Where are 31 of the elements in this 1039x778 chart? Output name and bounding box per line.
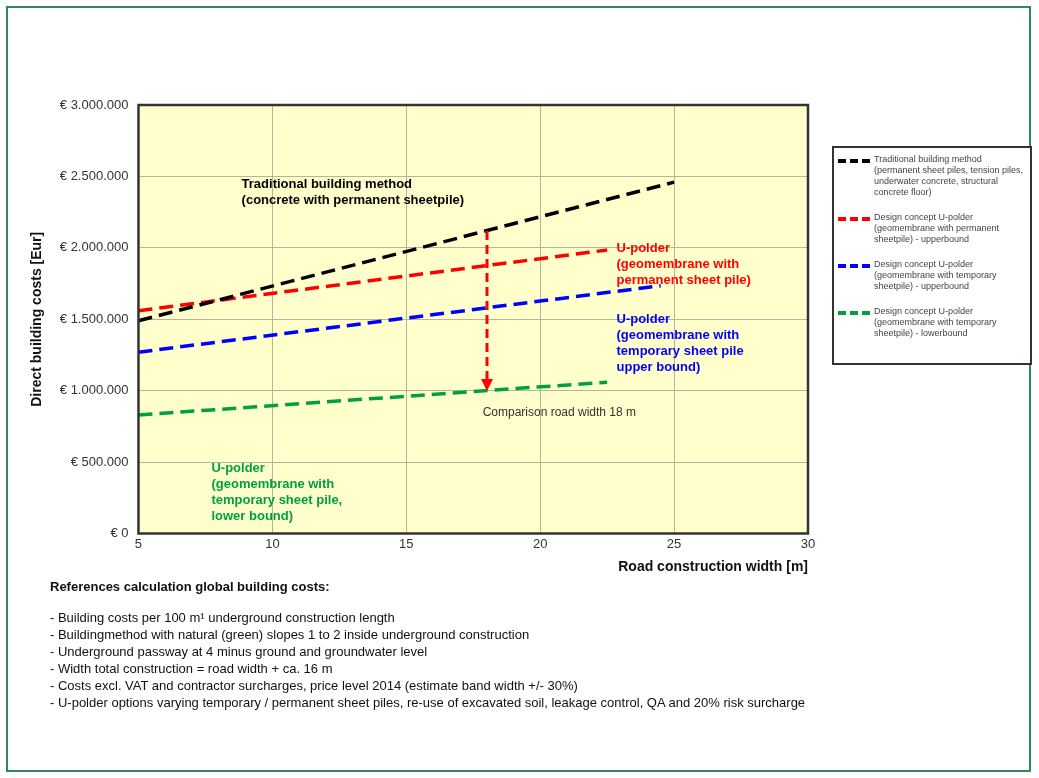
text: - Costs excl. VAT and contractor surcharges, price level 2014 (estimate band width +/- 30%) xyxy=(50,677,579,694)
x-tick-label: 20 xyxy=(532,535,548,551)
legend-label: Design concept U-polder (geomembrane with temporary sheetpile) - lowerbound xyxy=(874,306,998,339)
x-tick-label: 30 xyxy=(800,535,816,551)
x-tick-label: 10 xyxy=(265,535,280,551)
y-tick-label: € 1.000.000 xyxy=(59,382,129,398)
legend-label: Design concept U-polder (geomembrane with permanent sheetpile) - upperbound xyxy=(874,212,1001,245)
annotation: U-polder (geomembrane with temporary sheet pile, lower bound) xyxy=(211,460,343,524)
y-tick-label: € 1.500.000 xyxy=(59,310,129,326)
y-tick-label: € 2.500.000 xyxy=(59,168,129,184)
y-tick-label: € 2.000.000 xyxy=(59,239,129,255)
text: - Buildingmethod with natural (green) slopes 1 to 2 inside underground construction xyxy=(50,626,531,643)
x-tick-label: 25 xyxy=(666,535,682,551)
text: - U-polder options varying temporary / permanent sheet piles, re-use of excavated soil, leakage control, QA and 20% risk surcharge xyxy=(50,694,806,711)
text: - Underground passway at 4 minus ground and groundwater level xyxy=(50,643,429,660)
x-axis-title: Road construction width [m] xyxy=(618,558,808,575)
y-tick-label: € 3.000.000 xyxy=(59,96,129,112)
text: References calculation global building costs: xyxy=(50,578,331,595)
annotation: U-polder (geomembrane with temporary sheet pile upper bound) xyxy=(616,310,744,374)
legend-label: Design concept U-polder (geomembrane with temporary sheetpile) - upperbound xyxy=(874,259,998,292)
y-tick-label: € 500.000 xyxy=(70,453,129,469)
text: - Building costs per 100 m¹ underground construction length xyxy=(50,609,396,626)
x-tick-label: 5 xyxy=(134,535,143,551)
legend-label: Traditional building method (permanent sheet piles, tension piles, underwater concrete, structural concrete floor) xyxy=(874,154,1024,198)
annotation: Traditional building method (concrete with permanent sheetpile) xyxy=(241,175,465,207)
x-tick-label: 15 xyxy=(399,535,414,551)
y-axis-title: Direct building costs [Eur] xyxy=(28,231,45,407)
annotation: U-polder (geomembrane with permanent sheet pile) xyxy=(616,240,751,288)
text: - Width total construction = road width + ca. 16 m xyxy=(50,660,334,677)
y-tick-label: € 0 xyxy=(110,525,129,541)
annotation: Comparison road width 18 m xyxy=(482,405,637,420)
